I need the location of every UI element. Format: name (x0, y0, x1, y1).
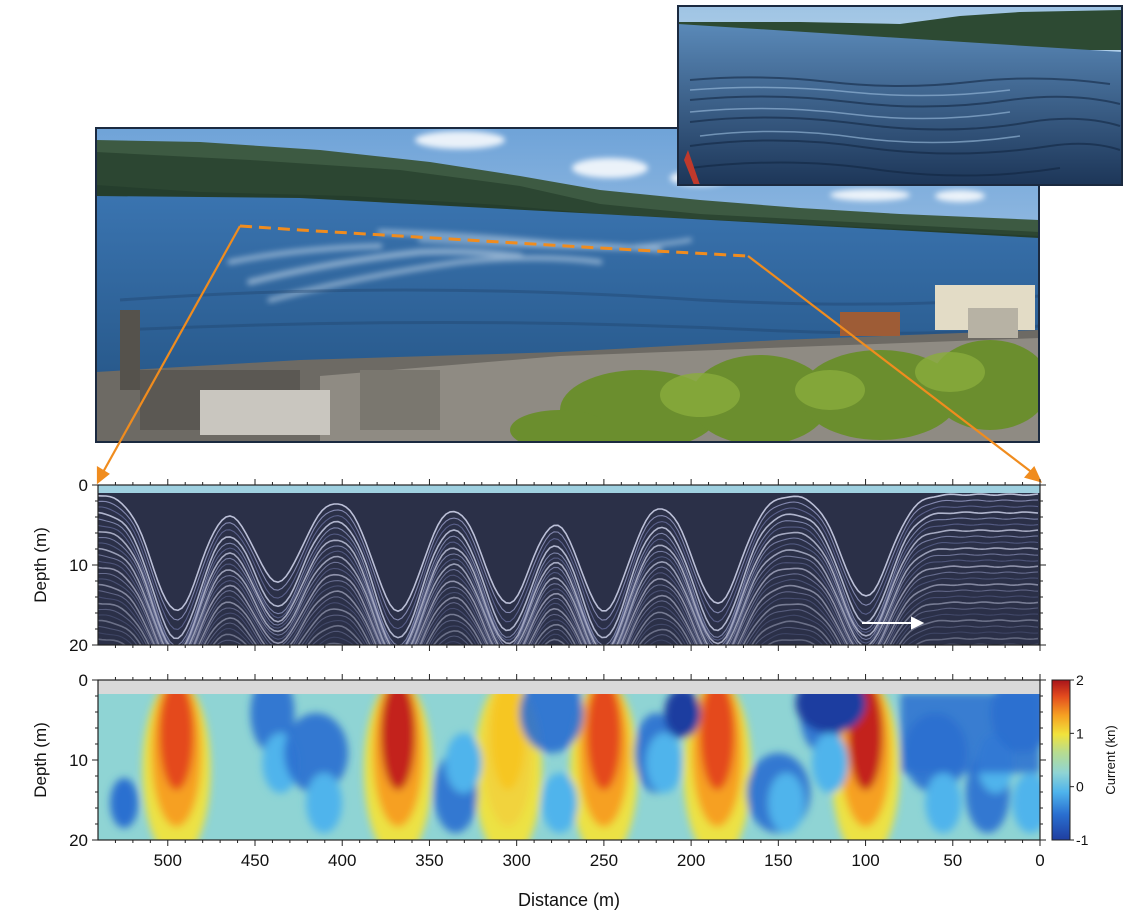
distance-tick-label: 250 (590, 851, 618, 870)
echo-layer (98, 589, 1039, 645)
inset-photo (678, 6, 1122, 185)
echo-layer (98, 511, 1039, 640)
distance-tick-label: 450 (241, 851, 269, 870)
current-negative-patch (541, 773, 578, 833)
current-negative-patch (306, 773, 343, 833)
current-band-core (586, 693, 621, 790)
echo-ylabel: Depth (m) (31, 527, 50, 603)
distance-tick-label: 0 (1035, 851, 1044, 870)
echo-layer (98, 535, 1039, 645)
echo-layer (98, 601, 1039, 645)
current-negative-patch (1012, 773, 1040, 833)
echo-ytick-label: 0 (79, 476, 88, 495)
echo-layer (98, 523, 1039, 645)
current-negative-patch (284, 713, 349, 793)
current-negative-patch (519, 693, 584, 753)
current-ytick-label: 20 (69, 831, 88, 850)
echo-layer (98, 571, 1039, 645)
echo-layer (98, 577, 1039, 645)
echo-layer (98, 547, 1039, 645)
echo-ytick-label: 10 (69, 556, 88, 575)
current-band-core (700, 693, 735, 790)
distance-tick-label: 200 (677, 851, 705, 870)
propagation-arrow (862, 616, 925, 630)
colorbar-tick-label: 2 (1076, 672, 1084, 688)
colorbar-label: Current (kn) (1103, 725, 1118, 794)
distance-tick-label: 50 (943, 851, 962, 870)
current-band-core (490, 693, 525, 790)
echo-layer (98, 613, 1039, 645)
distance-tick-label: 150 (764, 851, 792, 870)
echo-layer (98, 559, 1039, 645)
current-negative-region (900, 693, 1040, 773)
echo-ytick-label: 20 (69, 636, 88, 655)
transect-line (239, 224, 749, 258)
echo-layer (98, 565, 1039, 645)
echo-layer (98, 529, 1039, 645)
echo-layer (98, 553, 1039, 645)
current-band-core (381, 693, 416, 790)
echo-layer (98, 517, 1039, 645)
current-negative-patch (768, 773, 805, 833)
echo-layer (98, 493, 1039, 613)
echo-layer (98, 505, 1039, 630)
colorbar-tick-label: 1 (1076, 725, 1084, 741)
current-negative-patch (646, 733, 683, 793)
echo-layer (98, 499, 1039, 621)
distance-tick-label: 300 (502, 851, 530, 870)
colorbar-tick-label: -1 (1076, 832, 1089, 848)
echo-layer (98, 583, 1039, 645)
distance-tick-label: 400 (328, 851, 356, 870)
colorbar: 2 1 0 -1 Current (kn) (1051, 672, 1118, 848)
echo-layer (98, 595, 1039, 645)
current-band-core (159, 693, 194, 790)
current-negative-patch (110, 778, 139, 828)
current-ytick-label: 10 (69, 751, 88, 770)
current-xlabel: Distance (m) (518, 890, 620, 910)
echo-layer (98, 607, 1039, 645)
current-ylabel: Depth (m) (31, 722, 50, 798)
current-negative-patch (664, 693, 701, 738)
current-negative-patch (795, 693, 866, 733)
distance-tick-label: 100 (851, 851, 879, 870)
current-negative-patch (445, 733, 482, 793)
distance-tick-label: 350 (415, 851, 443, 870)
current-ytick-label: 0 (79, 671, 88, 690)
distance-tick-label: 500 (154, 851, 182, 870)
current-negative-patch (811, 733, 848, 793)
colorbar-tick-label: 0 (1076, 779, 1084, 795)
echogram-panel: 0 10 20 Depth (m) (31, 476, 1046, 655)
connector-arrows (96, 225, 1043, 485)
current-negative-patch (925, 773, 962, 833)
